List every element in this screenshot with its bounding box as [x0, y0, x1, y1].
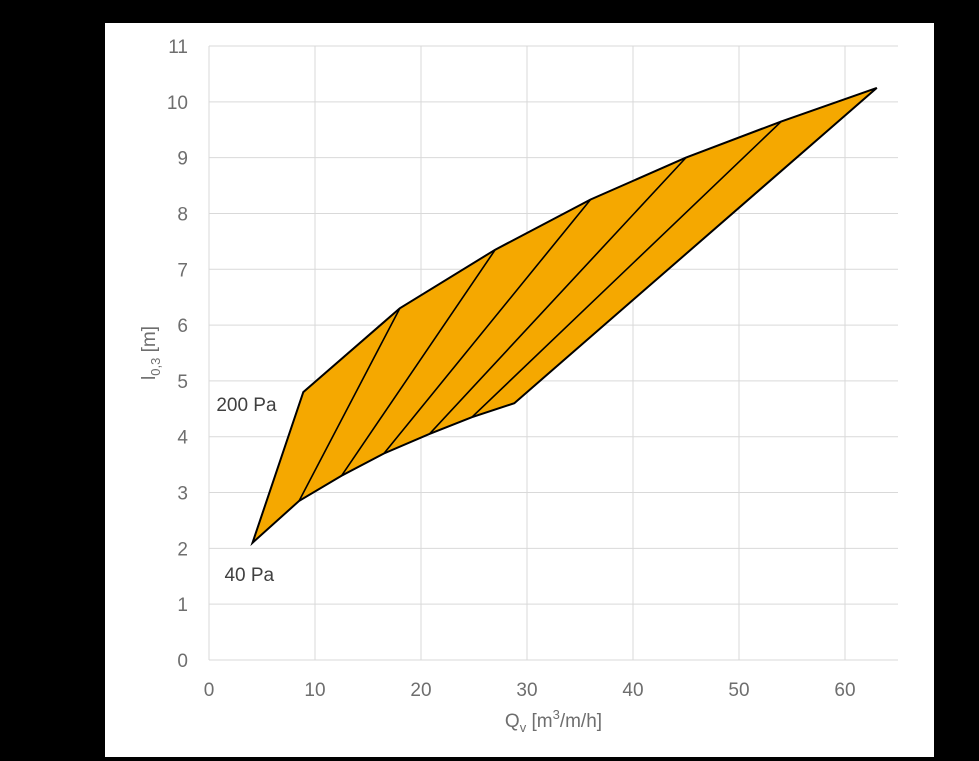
y-axis-label: l0,3 [m]: [139, 326, 163, 380]
y-tick-label: 9: [177, 149, 188, 170]
y-tick-label: 2: [177, 539, 188, 560]
chart-panel: 0 10 20 30 40 50 60 0 1 2 3 4 5 6 7 8 9 10 11 200 Pa 40 Pa…: [105, 23, 934, 757]
x-tick-labels: 0 10 20 30 40 50 60: [204, 680, 856, 701]
annotations: 200 Pa 40 Pa: [216, 395, 277, 586]
y-tick-label: 0: [177, 651, 188, 672]
y-tick-labels: 0 1 2 3 4 5 6 7 8 9 10 11: [167, 37, 189, 672]
x-axis-label: Qv [m3/m/h]: [505, 707, 602, 735]
x-tick-label: 40: [622, 680, 643, 701]
pressure-range-chart: 0 10 20 30 40 50 60 0 1 2 3 4 5 6 7 8 9 10 11 200 Pa 40 Pa…: [139, 37, 898, 735]
x-tick-label: 60: [834, 680, 855, 701]
y-tick-label: 3: [177, 484, 188, 505]
isobar-line: [471, 120, 782, 418]
y-tick-label: 1: [177, 595, 188, 616]
x-tick-label: 0: [204, 680, 215, 701]
isobar-line: [428, 157, 687, 435]
x-tick-label: 50: [728, 680, 749, 701]
isobar-lines: [298, 120, 782, 502]
y-tick-label: 7: [177, 260, 188, 281]
y-tick-label: 4: [177, 428, 188, 449]
pressure-annotation: 200 Pa: [216, 395, 277, 416]
x-tick-label: 30: [516, 680, 537, 701]
y-tick-label: 11: [168, 37, 188, 58]
isobar-line: [340, 249, 496, 477]
y-tick-label: 6: [177, 316, 188, 337]
y-tick-label: 8: [177, 204, 188, 225]
isobar-line: [383, 198, 592, 454]
y-tick-label: 10: [167, 93, 188, 114]
x-tick-label: 10: [304, 680, 325, 701]
y-tick-label: 5: [177, 372, 188, 393]
x-tick-label: 20: [410, 680, 431, 701]
operating-region: [250, 86, 878, 547]
pressure-annotation: 40 Pa: [224, 565, 274, 586]
operating-region-area: [250, 86, 878, 547]
isobar-line: [298, 307, 401, 502]
